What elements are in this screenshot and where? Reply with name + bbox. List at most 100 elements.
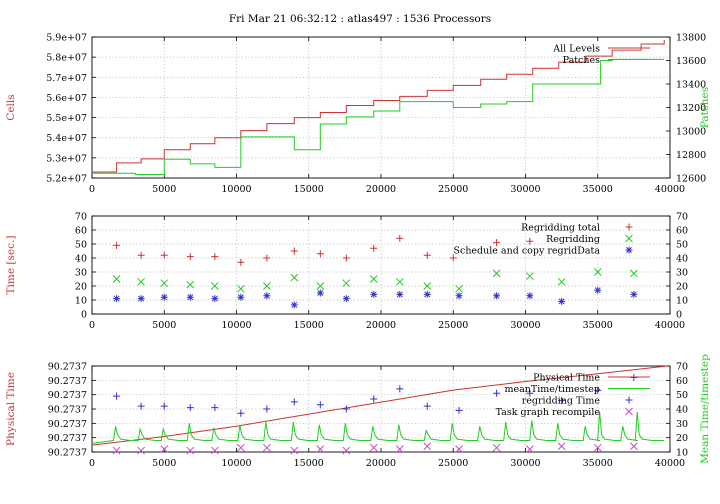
y-axis-label: Physical Time	[5, 372, 17, 446]
legend-marker	[625, 407, 633, 416]
data-point	[493, 389, 501, 397]
data-point	[316, 401, 324, 409]
data-point	[370, 244, 378, 252]
series-line-mean-time-per-timestep	[91, 411, 665, 444]
x-tick-label: 40000	[655, 184, 685, 195]
data-point	[493, 239, 501, 247]
y2-tick-label: 12800	[676, 150, 706, 161]
y2-axis-label: Mean Time/timestep	[699, 354, 711, 464]
data-point	[423, 442, 432, 451]
x-tick-label: 30000	[510, 184, 540, 195]
data-point	[630, 442, 638, 451]
data-point	[186, 253, 194, 261]
y2-tick-label: 40	[676, 405, 688, 416]
data-point	[210, 282, 219, 290]
y-tick-label: 5.8e+07	[46, 53, 87, 64]
chart-panel-1: 0 5000 10000 15000 20000 25000 30000 35000 40000…	[5, 33, 711, 196]
data-point	[113, 392, 121, 400]
data-point	[526, 389, 534, 397]
x-tick-label: 25000	[438, 458, 468, 469]
y-tick-label: 20	[75, 282, 87, 293]
x-tick-label: 5000	[152, 320, 176, 331]
data-point	[342, 405, 350, 413]
y2-tick-label: 60	[676, 226, 688, 237]
data-point	[263, 405, 271, 413]
data-point	[369, 275, 378, 283]
data-point	[316, 282, 325, 290]
data-point	[423, 290, 431, 298]
y-tick-label: 30	[75, 268, 87, 279]
data-point	[137, 402, 145, 410]
x-tick-label: 0	[89, 320, 95, 331]
data-point	[526, 237, 534, 245]
data-point	[342, 446, 351, 455]
data-point	[526, 292, 534, 300]
y2-tick-label: 13400	[676, 80, 706, 91]
x-tick-label: 20000	[366, 184, 396, 195]
y-tick-label: 5.9e+07	[46, 33, 87, 44]
data-point	[370, 395, 378, 403]
data-point	[160, 293, 168, 301]
data-point	[449, 254, 457, 262]
y2-tick-label: 0	[676, 310, 682, 321]
data-point	[370, 290, 378, 298]
data-point	[112, 275, 121, 283]
legend-label: Task graph recompile	[496, 407, 601, 418]
data-point	[263, 254, 271, 262]
data-point	[112, 446, 121, 455]
data-point	[210, 446, 219, 455]
x-tick-label: 0	[89, 458, 95, 469]
plot-frame	[91, 36, 671, 179]
data-point	[290, 446, 299, 455]
chart-panels: 0 5000 10000 15000 20000 25000 30000 35000 40000…	[5, 33, 711, 470]
y-tick-label: 5.4e+07	[46, 133, 87, 144]
data-point	[263, 292, 271, 300]
legend-label: Regridding	[546, 234, 600, 245]
data-point	[558, 396, 566, 404]
x-tick-label: 5000	[152, 184, 176, 195]
legend-label: meanTime/timestep	[504, 384, 600, 395]
y-tick-label: 90.2737	[48, 419, 87, 430]
data-point	[237, 409, 245, 417]
data-point	[525, 272, 534, 281]
y-axis-label: Time [sec.]	[5, 236, 17, 295]
data-point	[186, 293, 194, 301]
y2-axis-label: Patches	[699, 87, 711, 128]
y-tick-label: 5.5e+07	[46, 113, 87, 124]
data-point	[137, 295, 145, 303]
y-tick-label: 5.3e+07	[46, 153, 87, 164]
x-tick-label: 20000	[366, 320, 396, 331]
data-point	[137, 277, 145, 286]
y-tick-label: 90.2737	[48, 448, 87, 459]
data-point	[423, 251, 431, 259]
data-point	[262, 282, 271, 290]
y-tick-label: 5.7e+07	[46, 73, 87, 84]
y2-tick-label: 12600	[676, 174, 706, 185]
legend-label: Regridding total	[521, 223, 600, 234]
data-point	[342, 254, 350, 262]
data-point	[236, 443, 245, 452]
legend-marker	[625, 246, 633, 254]
data-point	[558, 297, 566, 305]
data-point	[290, 247, 298, 255]
y-tick-label: 70	[75, 212, 87, 223]
data-point	[186, 280, 195, 289]
data-point	[290, 273, 299, 282]
data-point	[342, 279, 351, 288]
y-tick-label: 60	[75, 226, 87, 237]
legend-label: All Levels	[552, 44, 600, 55]
data-point	[211, 404, 219, 412]
plot-frame	[91, 215, 671, 315]
data-point	[316, 445, 325, 453]
data-point	[396, 234, 404, 242]
x-tick-label: 30000	[510, 320, 540, 331]
y-tick-label: 0	[81, 310, 87, 321]
y-tick-label: 90.2737	[48, 362, 87, 373]
data-point	[593, 268, 602, 276]
data-point	[137, 446, 145, 455]
x-tick-label: 25000	[438, 184, 468, 195]
x-tick-label: 20000	[366, 458, 396, 469]
data-point	[160, 445, 169, 453]
x-tick-label: 10000	[221, 458, 251, 469]
